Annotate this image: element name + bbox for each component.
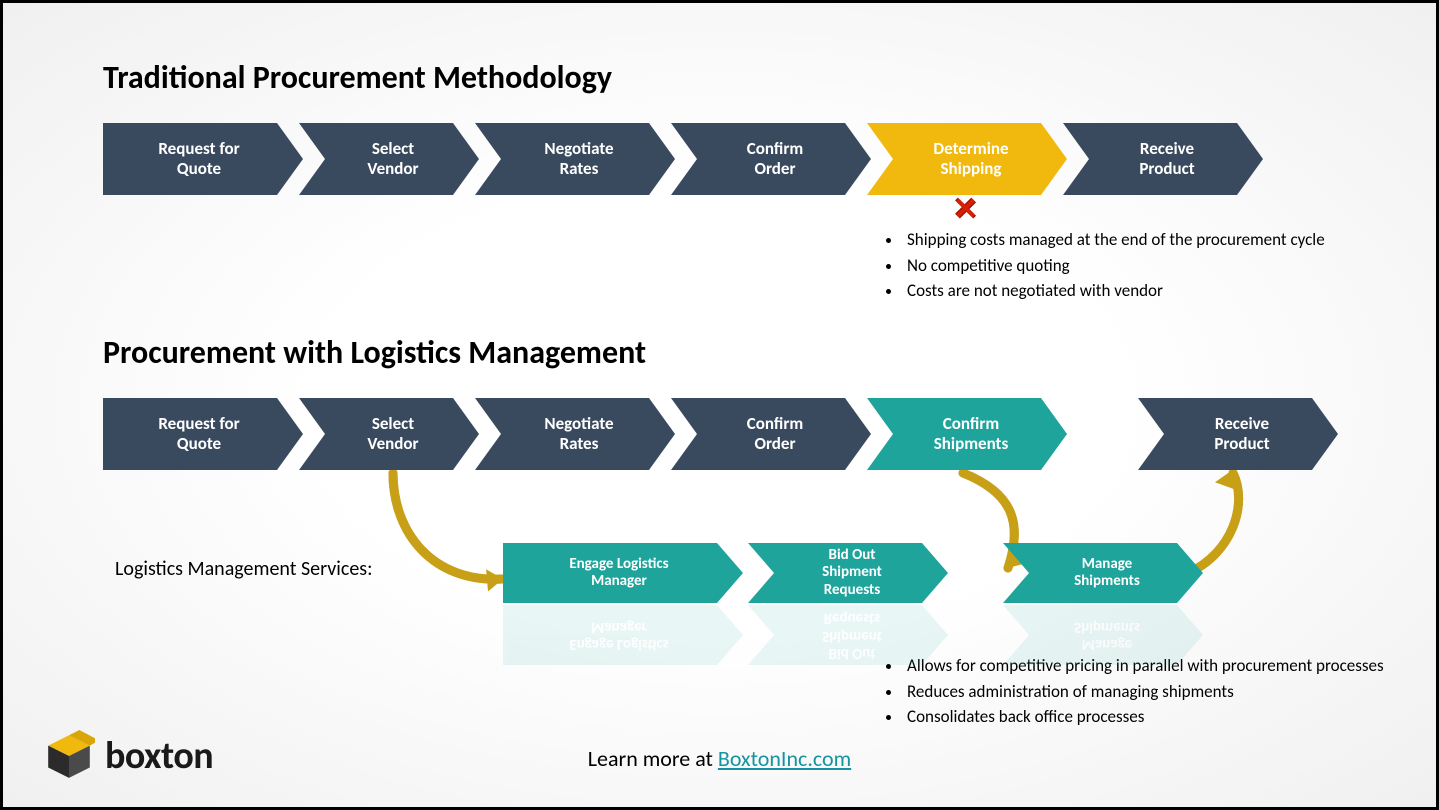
slide-frame: Traditional Procurement Methodology ✕ Sh… xyxy=(0,0,1439,810)
step-label: Engage Logistics Manager xyxy=(569,556,668,591)
bullet-item: Allows for competitive pricing in parall… xyxy=(903,653,1384,679)
process-step: Confirm Shipments xyxy=(867,398,1067,470)
process-step: Determine Shipping xyxy=(867,123,1067,195)
bullet-item: Reduces administration of managing shipm… xyxy=(903,679,1384,705)
step-label: Receive Product xyxy=(1139,139,1194,178)
step-label: Confirm Shipments xyxy=(934,414,1008,453)
step-label: Select Vendor xyxy=(367,139,418,178)
process-step: Bid Out Shipment Requests xyxy=(748,543,948,603)
section2-bullets: Allows for competitive pricing in parall… xyxy=(883,653,1384,730)
step-label: Confirm Order xyxy=(747,414,803,453)
footer-link[interactable]: BoxtonInc.com xyxy=(718,745,851,772)
step-label: Determine Shipping xyxy=(933,139,1008,178)
step-label: Manage Shipments xyxy=(1074,556,1140,591)
process-step: Request for Quote xyxy=(103,398,303,470)
process-step: Confirm Order xyxy=(671,398,871,470)
brand-logo: boxton xyxy=(43,730,213,782)
process-step: Select Vendor xyxy=(299,398,479,470)
process-step: Negotiate Rates xyxy=(475,398,675,470)
step-label: Negotiate Rates xyxy=(544,139,613,178)
box-icon xyxy=(43,730,95,782)
footer-learn-more: Learn more at BoxtonInc.com xyxy=(3,745,1436,772)
bullet-item: Consolidates back office processes xyxy=(903,704,1384,730)
footer-prefix: Learn more at xyxy=(588,745,718,772)
step-label: Bid Out Shipment Requests xyxy=(822,547,882,599)
process-step: Request for Quote xyxy=(103,123,303,195)
step-label: Request for Quote xyxy=(158,139,239,178)
step-label: Receive Product xyxy=(1214,414,1269,453)
process-step: Confirm Order xyxy=(671,123,871,195)
process-step: Engage Logistics Manager xyxy=(503,543,743,603)
process-step: Receive Product xyxy=(1063,123,1263,195)
process-step: Receive Product xyxy=(1138,398,1338,470)
step-label: Confirm Order xyxy=(747,139,803,178)
process-step: Manage Shipments xyxy=(1003,543,1203,603)
step-label: Request for Quote xyxy=(158,414,239,453)
process-step: Negotiate Rates xyxy=(475,123,675,195)
step-label: Negotiate Rates xyxy=(544,414,613,453)
brand-wordmark: boxton xyxy=(105,733,213,779)
process-step: Select Vendor xyxy=(299,123,479,195)
step-label: Select Vendor xyxy=(367,414,418,453)
